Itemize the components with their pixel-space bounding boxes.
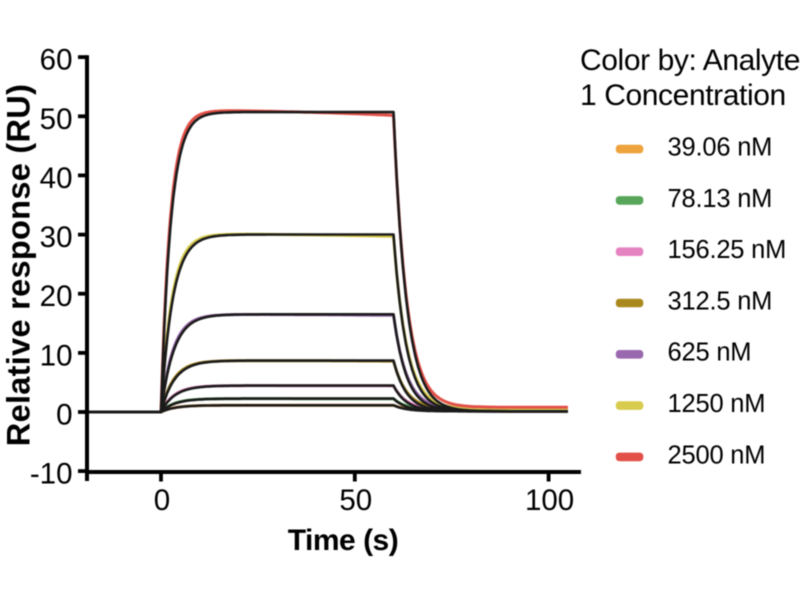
svg-text:Relative response (RU): Relative response (RU) (1, 84, 37, 446)
svg-text:1 Concentration: 1 Concentration (580, 79, 786, 112)
svg-text:312.5 nM: 312.5 nM (668, 287, 773, 315)
svg-text:20: 20 (40, 280, 73, 313)
svg-text:10: 10 (40, 339, 73, 372)
svg-text:30: 30 (40, 221, 73, 254)
svg-text:78.13 nM: 78.13 nM (668, 185, 773, 213)
svg-text:60: 60 (40, 44, 73, 77)
svg-text:625 nM: 625 nM (668, 339, 752, 367)
svg-text:Time (s): Time (s) (288, 524, 398, 557)
svg-text:39.06 nM: 39.06 nM (668, 134, 773, 162)
svg-text:100: 100 (525, 484, 574, 517)
svg-text:1250 nM: 1250 nM (668, 390, 766, 418)
svg-text:50: 50 (40, 103, 73, 136)
svg-text:-10: -10 (30, 458, 73, 491)
svg-text:2500 nM: 2500 nM (668, 441, 766, 469)
svg-text:50: 50 (339, 484, 372, 517)
svg-text:0: 0 (154, 484, 170, 517)
svg-text:156.25 nM: 156.25 nM (668, 236, 787, 264)
svg-text:Color by: Analyte: Color by: Analyte (580, 44, 800, 77)
svg-text:40: 40 (40, 162, 73, 195)
svg-text:0: 0 (56, 399, 72, 432)
